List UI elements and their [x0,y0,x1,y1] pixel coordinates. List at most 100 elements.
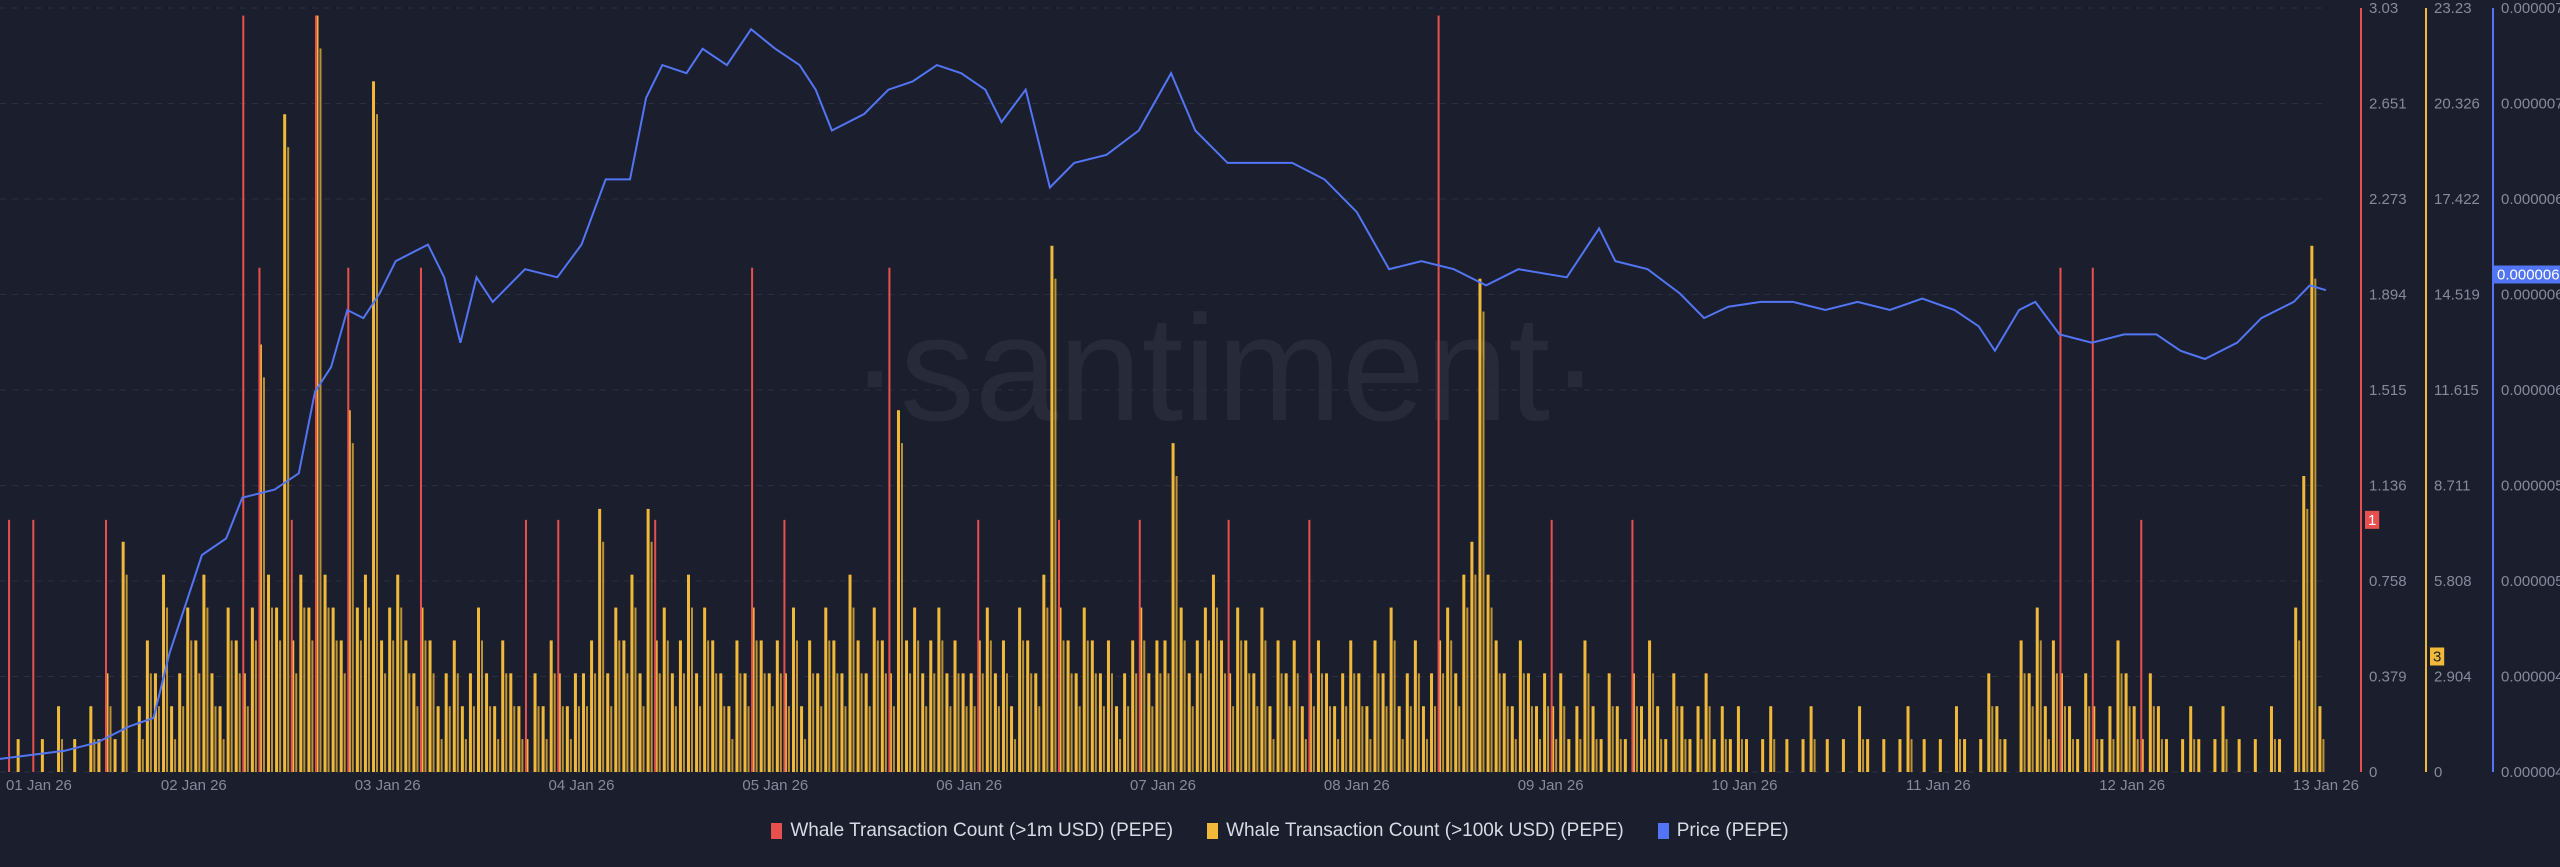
bar-whale-100k [1345,706,1348,772]
legend-item-whale-1m[interactable]: Whale Transaction Count (>1m USD) (PEPE) [771,820,1173,842]
bar-whale-100k [1514,739,1517,772]
bar-whale-100k [828,640,831,772]
bar-whale-100k [1599,739,1603,772]
bar-whale-100k [913,607,917,772]
bar-whale-100k [170,706,174,772]
bar-whale-100k [1611,706,1614,772]
bar-whale-100k [1187,673,1191,772]
axis-tick-label: 0.379 [2369,669,2407,686]
axis-badge-label: 3 [2433,649,2441,666]
bar-whale-100k [234,640,238,772]
bar-whale-100k [1010,706,1014,772]
bar-whale-100k [182,706,185,772]
bar-whale-100k [400,607,403,772]
bar-whale-100k [464,739,467,772]
bar-whale-100k [2322,739,2325,772]
bar-whale-100k [1579,739,1582,772]
bar-whale-100k [880,640,884,772]
bar-whale-100k [1417,673,1420,772]
bar-whale-100k [1001,640,1005,772]
bar-whale-100k [299,574,303,772]
bar-whale-100k [190,640,193,772]
bar-whale-100k [686,574,690,772]
bar-whale-100k [1841,739,1845,772]
axis-tick-label: 0.000005 [2501,573,2560,590]
bar-whale-100k [1898,739,1902,772]
bar-whale-100k [1147,673,1151,772]
axis-badge-price [2494,265,2560,284]
axis-tick-label: 0.000004 [2501,764,2560,781]
bar-whale-100k [1696,706,1700,772]
legend-swatch-blue [1657,823,1669,839]
axis-badge-label: 0.000006 [2497,267,2560,284]
bar-whale-100k [73,739,77,772]
bar-whale-100k [113,739,117,772]
bar-whale-100k [343,673,346,772]
bar-whale-100k [509,673,513,772]
legend-swatch-yellow [1207,823,1219,839]
bar-whale-100k [505,673,508,772]
bar-whale-100k [1179,607,1183,772]
bar-whale-100k [800,706,804,772]
bar-whale-100k [1312,706,1315,772]
bar-whale-100k [1256,706,1259,772]
bar-whale-100k [275,607,279,772]
bar-whale-100k [561,706,564,772]
bar-whale-100k [1211,574,1215,772]
bar-whale-100k [1708,706,1711,772]
bar-whale-100k [1034,673,1038,772]
bar-whale-100k [775,640,779,772]
bar-whale-100k [489,706,492,772]
bar-whale-1m [654,519,657,772]
bar-whale-100k [884,673,887,772]
bar-whale-100k [590,640,594,772]
bar-whale-100k [246,706,249,772]
bar-whale-100k [1555,739,1558,772]
bar-whale-100k [2116,640,2120,772]
bar-whale-100k [622,640,626,772]
bar-whale-100k [1300,706,1304,772]
bar-whale-100k [1102,706,1105,772]
bar-whale-100k [650,541,653,772]
bar-whale-100k [795,640,798,772]
bar-whale-100k [2189,706,2193,772]
bar-whale-100k [941,640,944,772]
bar-whale-100k [206,607,209,772]
bar-whale-100k [925,706,928,772]
x-tick-label: 04 Jan 26 [549,777,615,794]
bar-whale-100k [1373,640,1377,772]
axis-tick-label: 11.615 [2434,382,2479,399]
bar-whale-100k [384,673,387,772]
bar-whale-100k [553,673,556,772]
bar-whale-100k [1801,739,1805,772]
bar-whale-100k [2294,607,2298,772]
bar-whale-100k [311,640,314,772]
bar-whale-100k [380,640,384,772]
bar-whale-100k [739,673,742,772]
bar-whale-100k [1425,739,1428,772]
bar-whale-100k [747,706,750,772]
bar-whale-1m [242,15,245,773]
x-tick-label: 02 Jan 26 [161,777,227,794]
bar-whale-1m [1227,519,1230,772]
bar-whale-100k [93,739,96,772]
bar-whale-100k [1167,673,1170,772]
bar-whale-100k [2152,706,2155,772]
bar-whale-100k [1999,739,2002,772]
bar-whale-100k [1688,739,1692,772]
bar-whale-100k [1502,673,1506,772]
bar-whale-100k [355,607,359,772]
bar-whale-100k [327,607,330,772]
bar-whale-100k [1090,640,1094,772]
axis-badge-label: 1 [2368,512,2376,529]
bar-whale-100k [549,640,553,772]
legend-item-whale-100k[interactable]: Whale Transaction Count (>100k USD) (PEP… [1207,820,1624,842]
bar-whale-100k [1288,706,1291,772]
bar-whale-100k [1381,673,1385,772]
bar-whale-100k [279,640,282,772]
legend-item-price[interactable]: Price (PEPE) [1657,820,1789,842]
bar-whale-100k [1131,640,1135,772]
bar-whale-100k [1664,739,1668,772]
bar-whale-100k [1530,706,1533,772]
bar-whale-100k [1922,739,1926,772]
